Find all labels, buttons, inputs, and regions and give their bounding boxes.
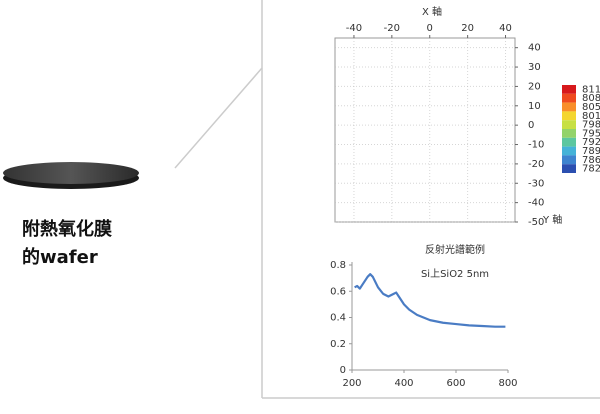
colorbar-swatch [562, 129, 576, 138]
colorbar-label: 795 [582, 128, 600, 139]
x-tick-label: -20 [384, 23, 400, 34]
colorbar-swatch [562, 146, 576, 156]
x-axis-label: X 軸 [422, 5, 442, 18]
colorbar-swatch [562, 102, 576, 112]
x-tick-label: 20 [461, 23, 474, 34]
colorbar-label: 786 [582, 155, 600, 166]
colorbar-swatch [562, 164, 576, 173]
y-tick-label: 0.2 [330, 339, 346, 350]
x-tick-label: 40 [499, 23, 512, 34]
y-tick-label: 30 [528, 62, 541, 73]
wafer-label: 的wafer [22, 246, 98, 268]
y-tick-label: 0.8 [330, 260, 346, 271]
y-tick-label: 0.6 [330, 286, 346, 297]
y-tick-label: -50 [528, 217, 544, 228]
y-tick-label: 0.4 [330, 313, 346, 324]
chart-title: 反射光譜範例 [425, 243, 485, 256]
y-tick-label: 0 [528, 120, 534, 131]
colorbar-swatch [562, 111, 576, 121]
colorbar-label: 782 [582, 164, 600, 175]
colorbar-label: 808 [582, 93, 600, 104]
colorbar-label: 792 [582, 137, 600, 148]
x-tick-label: 400 [394, 378, 413, 389]
colorbar-swatch [562, 120, 576, 129]
colorbar-label: 805 [582, 102, 600, 113]
colorbar-swatch [562, 85, 576, 94]
y-tick-label: 0 [340, 365, 346, 376]
x-tick-label: 200 [342, 378, 361, 389]
y-tick-label: 20 [528, 81, 541, 92]
colorbar-label: 798 [582, 120, 600, 131]
y-tick-label: -30 [528, 178, 544, 189]
x-tick-label: 0 [427, 23, 433, 34]
colorbar-swatch [562, 137, 576, 147]
y-tick-label: 10 [528, 101, 541, 112]
x-tick-label: 600 [446, 378, 465, 389]
y-tick-label: -20 [528, 159, 544, 170]
x-tick-label: -40 [346, 23, 362, 34]
wafer [3, 162, 139, 184]
colorbar-label: 801 [582, 111, 600, 122]
y-tick-label: -40 [528, 198, 544, 209]
callout-line [174, 0, 263, 169]
colorbar-label: 789 [582, 146, 600, 157]
y-tick-label: -10 [528, 140, 544, 151]
y-tick-label: 40 [528, 43, 541, 54]
y-axis-label: Y 軸 [542, 213, 562, 226]
plot-area [334, 37, 516, 223]
colorbar-swatch [562, 155, 576, 165]
x-tick-label: 800 [498, 378, 517, 389]
colorbar-swatch [562, 93, 576, 103]
chart-subtitle: Si上SiO2 5nm [421, 268, 489, 280]
colorbar-label: 811 [582, 84, 600, 95]
line-series [354, 273, 506, 328]
wafer-label: 附熱氧化膜 [22, 218, 112, 240]
